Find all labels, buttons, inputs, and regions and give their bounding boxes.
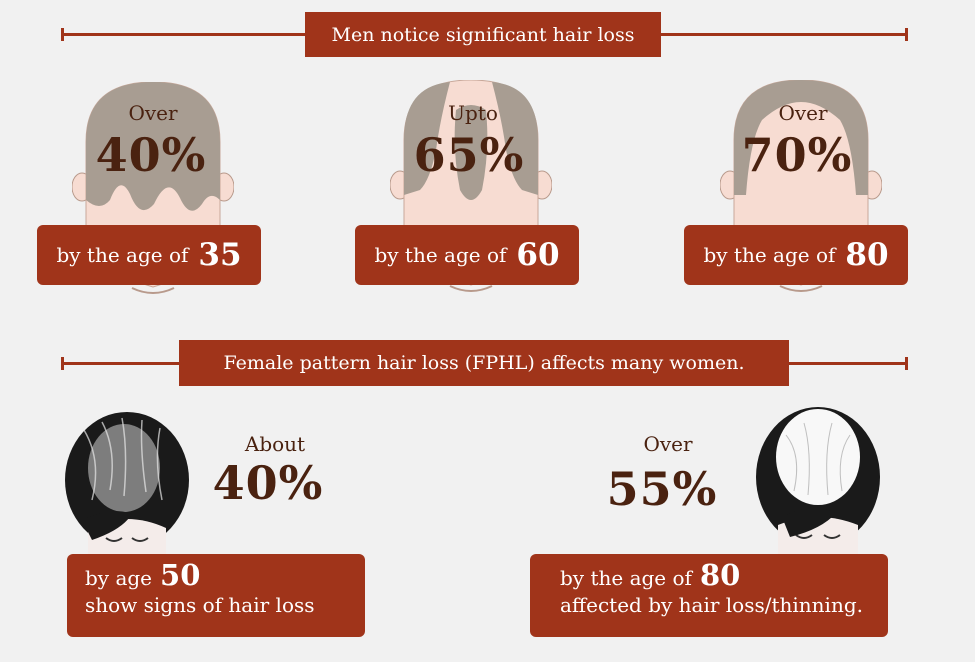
women-divider-cap-left [61,357,64,370]
women-stat-1-age: 50 [160,558,201,592]
men-stat-3-percent: 70% [741,128,853,182]
men-stat-2-age: 60 [516,237,560,273]
men-stat-3-age-label: by the age of [703,243,836,267]
female-head-illustration-2 [752,405,884,557]
men-stat-1-age-box: by the age of 35 [37,225,261,285]
men-stat-2-prefix: Upto [448,101,498,125]
men-heading: Men notice significant hair loss [305,12,661,57]
men-stat-2-percent: 65% [413,128,525,182]
women-stat-2-age: 80 [699,558,741,592]
women-stat-2-box: by the age of 80 affected by hair loss/th… [530,554,888,637]
women-stat-1-detail: show signs of hair loss [85,593,315,617]
women-stat-1-age-line: by age 50 [85,561,347,592]
men-stat-1-percent: 40% [95,128,207,182]
women-stat-2-prefix: Over [643,432,693,456]
women-heading: Female pattern hair loss (FPHL) affects … [179,340,789,386]
women-divider-cap-right [905,357,908,370]
men-divider-cap-left [61,28,64,41]
women-stat-1-prefix: About [244,432,306,456]
men-stat-3-age-box: by the age of 80 [684,225,908,285]
men-stat-1-age: 35 [198,237,242,273]
women-stat-2-detail: affected by hair loss/thinning. [560,593,863,617]
men-stat-3-age: 80 [845,237,889,273]
female-head-illustration-1 [62,410,192,560]
men-stat-1-prefix: Over [128,101,178,125]
women-stat-2-age-label: by the age of [560,566,692,590]
women-stat-2-age-line: by the age of 80 [560,561,870,592]
women-stat-2-percent: 55% [606,462,718,516]
women-stat-1-percent: 40% [212,456,324,510]
women-stat-1-age-label: by age [85,566,153,590]
men-stat-3-prefix: Over [778,101,828,125]
men-stat-2-age-label: by the age of [374,243,507,267]
women-stat-1-box: by age 50 show signs of hair loss [67,554,365,637]
men-stat-1-age-label: by the age of [56,243,189,267]
men-stat-2-age-box: by the age of 60 [355,225,579,285]
men-divider-cap-right [905,28,908,41]
